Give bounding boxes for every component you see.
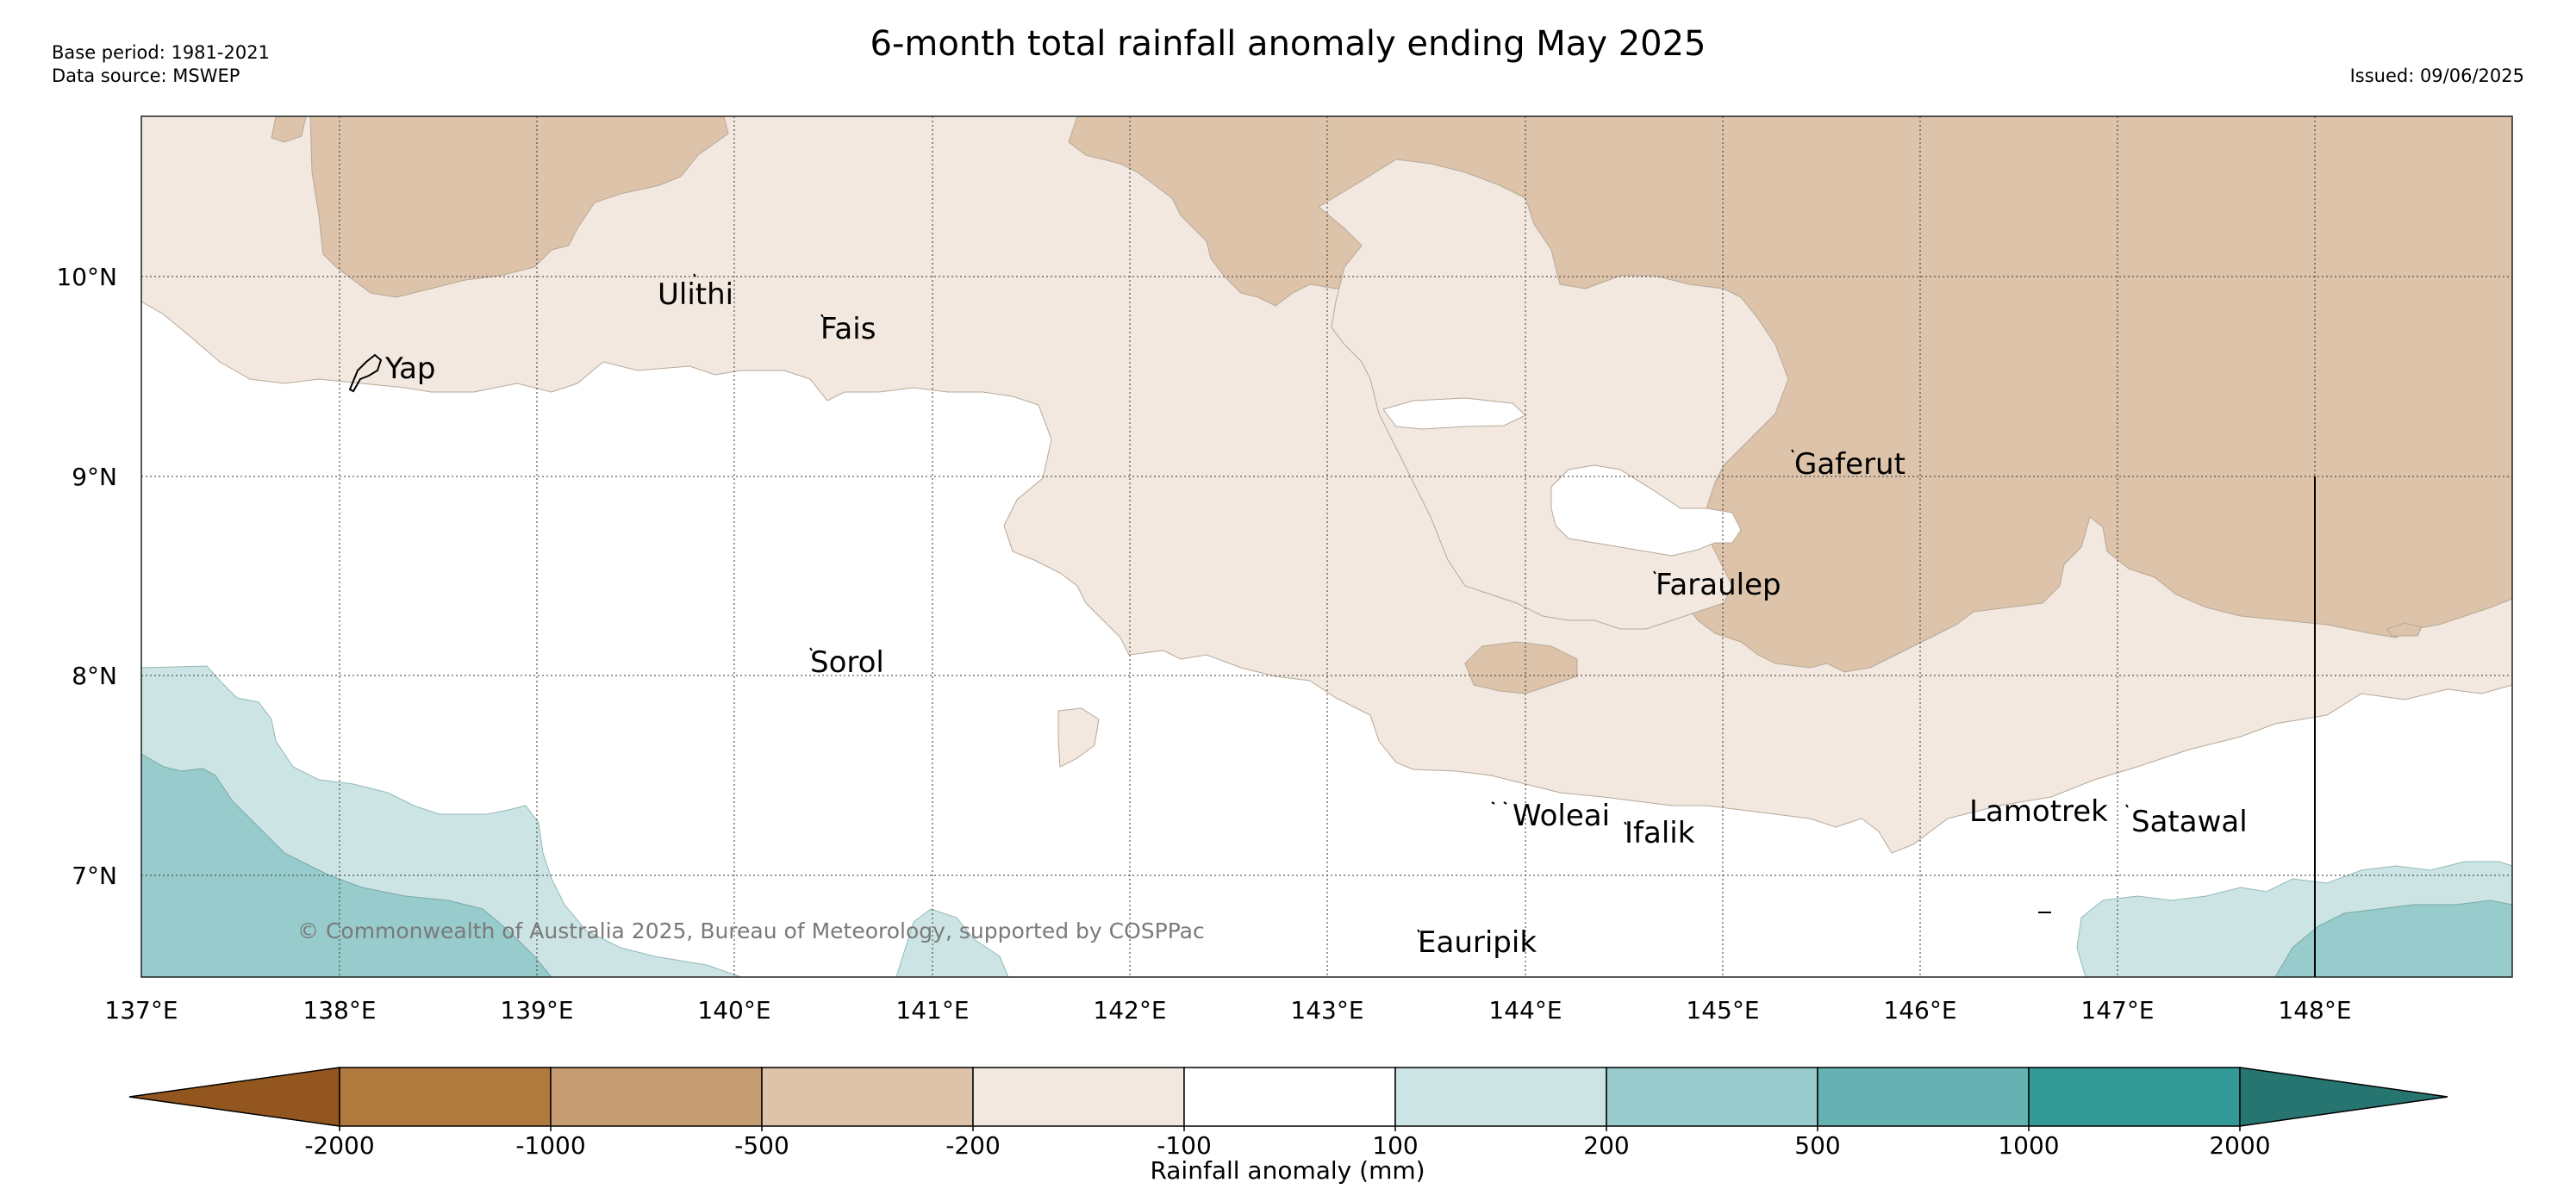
issued-date-text: Issued: 09/06/2025 bbox=[2349, 65, 2524, 86]
colorbar-segment bbox=[550, 1067, 763, 1127]
place-label-lamotrek: Lamotrek bbox=[1969, 794, 2108, 829]
place-label-sorol: Sorol bbox=[810, 645, 884, 680]
colorbar-segment bbox=[972, 1067, 1185, 1127]
map-frame bbox=[140, 115, 2513, 978]
colorbar-segment bbox=[2028, 1067, 2241, 1127]
place-label-fais: Fais bbox=[820, 312, 876, 346]
place-label-gaferut: Gaferut bbox=[1794, 447, 1905, 482]
colorbar-extend-low bbox=[128, 1067, 340, 1127]
map-title: 6-month total rainfall anomaly ending Ma… bbox=[870, 24, 1706, 64]
latitude-label: 7°N bbox=[72, 862, 117, 890]
longitude-label: 146°E bbox=[1883, 996, 1956, 1024]
colorbar-extend-high bbox=[2239, 1067, 2448, 1127]
place-label-yap: Yap bbox=[384, 352, 436, 386]
colorbar-tick-label: 1000 bbox=[1998, 1131, 2059, 1160]
colorbar-segment bbox=[1183, 1067, 1396, 1127]
colorbar-segment bbox=[339, 1067, 552, 1127]
colorbar-segment bbox=[1394, 1067, 1607, 1127]
base-period-text: Base period: 1981-2021 bbox=[52, 42, 270, 63]
longitude-label: 148°E bbox=[2278, 996, 2351, 1024]
anomaly-region-neutral-hole-3 bbox=[1057, 707, 1100, 768]
longitude-label: 142°E bbox=[1093, 996, 1166, 1024]
anomaly-region-teal-west bbox=[141, 753, 552, 977]
place-label-satawal: Satawal bbox=[2131, 805, 2248, 839]
colorbar-segment bbox=[1817, 1067, 2030, 1127]
place-labels: Ulithi Fais Yap Gaferut Faraulep Sorol Woleai I… bbox=[384, 277, 2248, 960]
anomaly-region-neutral-hole-1 bbox=[1382, 397, 1526, 430]
longitude-label: 141°E bbox=[895, 996, 969, 1024]
longitude-label: 139°E bbox=[500, 996, 573, 1024]
longitude-label: 143°E bbox=[1290, 996, 1363, 1024]
colorbar-tick-label: 2000 bbox=[2209, 1131, 2270, 1160]
colorbar-tick-labels: -2000 -1000 -500 -200 -100 100 200 500 1000 2000 bbox=[304, 1126, 2271, 1160]
anomaly-region-teal-east bbox=[2274, 900, 2512, 977]
latitude-label: 8°N bbox=[72, 662, 117, 690]
colorbar-segment bbox=[1606, 1067, 1818, 1127]
anomaly-region-tan-small-east bbox=[2386, 622, 2423, 637]
copyright-notice: © Commonwealth of Australia 2025, Bureau… bbox=[297, 918, 1205, 943]
place-label-faraulep: Faraulep bbox=[1656, 568, 1781, 602]
place-label-ifalik: Ifalik bbox=[1625, 816, 1695, 850]
longitude-label: 138°E bbox=[303, 996, 376, 1024]
anomaly-region-neutral-hole-2 bbox=[1550, 464, 1742, 557]
longitude-label: 145°E bbox=[1686, 996, 1759, 1024]
anomaly-region-tan-northwest bbox=[309, 116, 729, 298]
latitude-label: 9°N bbox=[72, 463, 117, 491]
colorbar-label: Rainfall anomaly (mm) bbox=[1150, 1156, 1425, 1185]
longitude-labels: 137°E 138°E 139°E 140°E 141°E 142°E 143°E 144°E… bbox=[104, 996, 2351, 1024]
longitude-label: 137°E bbox=[104, 996, 178, 1024]
anomaly-region-tan-small bbox=[271, 116, 307, 143]
colorbar bbox=[128, 1067, 2448, 1127]
latitude-label: 10°N bbox=[56, 263, 117, 291]
longitude-label: 147°E bbox=[2080, 996, 2154, 1024]
data-source-text: Data source: MSWEP bbox=[52, 65, 240, 86]
anomaly-region-tan-bump bbox=[1464, 641, 1578, 694]
colorbar-tick-label: 500 bbox=[1794, 1131, 1840, 1160]
colorbar-tick-label: -500 bbox=[734, 1131, 789, 1160]
colorbar-tick-label: -200 bbox=[945, 1131, 1001, 1160]
longitude-label: 144°E bbox=[1488, 996, 1562, 1024]
latitude-labels: 10°N 9°N 8°N 7°N bbox=[56, 263, 117, 890]
colorbar-segment bbox=[761, 1067, 974, 1127]
atoll-markers bbox=[693, 273, 2129, 933]
colorbar-tick-label: -100 bbox=[1157, 1131, 1212, 1160]
colorbar-tick-label: -2000 bbox=[304, 1131, 374, 1160]
place-label-eauripik: Eauripik bbox=[1418, 925, 1537, 960]
anomaly-fields bbox=[141, 116, 2512, 977]
longitude-label: 140°E bbox=[697, 996, 770, 1024]
anomaly-region-light-teal-south bbox=[895, 908, 1009, 977]
colorbar-tick-label: 100 bbox=[1372, 1131, 1418, 1160]
place-label-ulithi: Ulithi bbox=[658, 277, 733, 312]
yap-island-outline bbox=[348, 353, 383, 393]
colorbar-tick-label: -1000 bbox=[515, 1131, 585, 1160]
colorbar-tick-label: 200 bbox=[1583, 1131, 1629, 1160]
place-label-woleai: Woleai bbox=[1513, 799, 1610, 833]
